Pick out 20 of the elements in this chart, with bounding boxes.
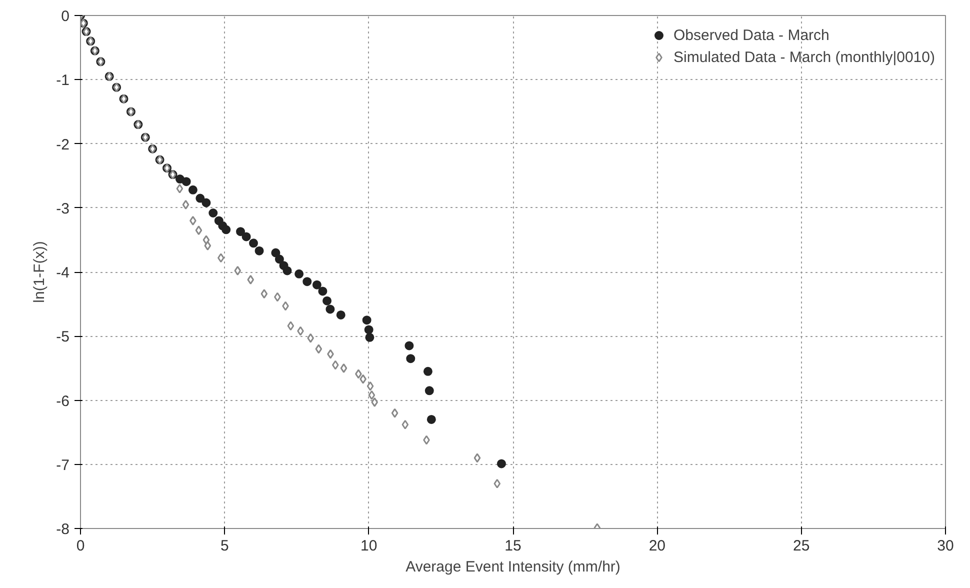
legend-label: Observed Data - March [673, 26, 830, 44]
x-tick-label: 30 [937, 538, 954, 554]
y-tick-label: -8 [56, 521, 70, 538]
y-tick-label: -3 [56, 200, 70, 218]
x-tick-label: 20 [648, 538, 666, 554]
x-tick-label: 0 [76, 538, 85, 554]
x-tick-label: 15 [504, 538, 522, 554]
y-tick-label: -7 [56, 456, 70, 474]
y-tick-label: -5 [56, 328, 70, 346]
y-tick-label: -6 [56, 392, 70, 410]
x-axis-title: Average Event Intensity (mm/hr) [406, 558, 620, 576]
x-tick-label: 25 [792, 538, 810, 554]
y-tick-label: -4 [56, 264, 70, 282]
y-axis-title: ln(1-F(x)) [31, 241, 48, 303]
y-tick-label: -1 [56, 72, 70, 90]
x-tick-label: 5 [220, 538, 229, 554]
legend-label: Simulated Data - March (monthly|0010) [673, 48, 935, 66]
x-tick-label: 10 [360, 538, 378, 554]
y-tick-label: -2 [56, 136, 70, 154]
y-tick-label: 0 [61, 8, 70, 25]
